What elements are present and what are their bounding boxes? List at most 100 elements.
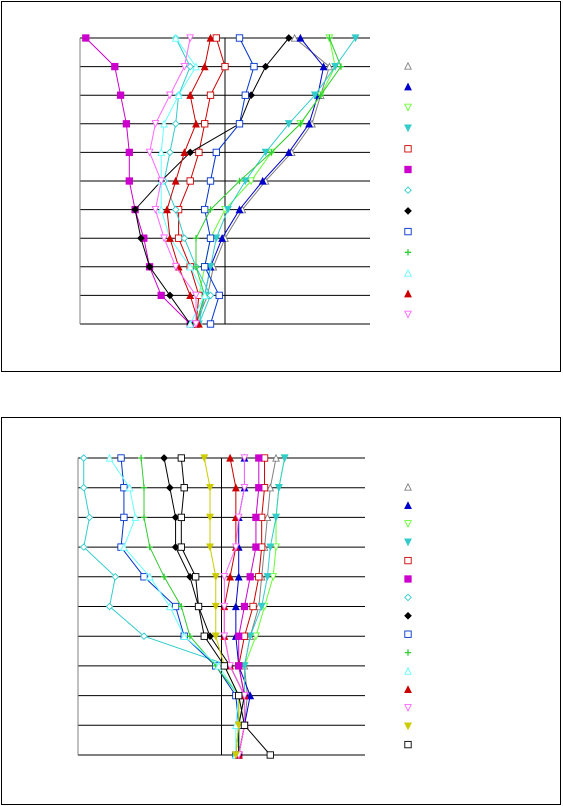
marker	[186, 90, 195, 99]
legend-marker	[404, 685, 412, 694]
marker	[220, 573, 229, 582]
marker	[180, 484, 188, 492]
marker	[231, 602, 240, 611]
legend-marker	[404, 207, 412, 215]
marker	[157, 205, 166, 214]
marker	[194, 602, 203, 611]
marker	[351, 34, 360, 43]
chart-frame	[1, 1, 561, 372]
marker	[235, 205, 244, 214]
marker	[272, 543, 280, 552]
marker	[192, 119, 200, 128]
legend-marker	[404, 124, 412, 133]
marker	[226, 662, 235, 671]
marker	[177, 543, 185, 551]
marker	[231, 543, 240, 552]
legend-marker	[404, 61, 412, 70]
marker	[240, 721, 249, 729]
marker	[165, 233, 174, 242]
marker	[192, 320, 200, 329]
marker	[284, 148, 293, 157]
legend-marker	[404, 649, 412, 656]
marker	[241, 177, 250, 186]
marker	[166, 291, 174, 300]
marker	[131, 513, 140, 522]
marker	[192, 62, 200, 71]
legend-marker	[404, 593, 412, 602]
marker	[140, 573, 148, 581]
marker	[186, 291, 195, 300]
marker	[297, 120, 304, 127]
marker	[206, 91, 215, 99]
marker	[157, 291, 165, 300]
marker	[261, 62, 270, 71]
marker	[192, 263, 200, 270]
marker	[246, 573, 254, 581]
marker	[200, 291, 209, 300]
marker	[211, 602, 220, 611]
marker	[252, 632, 260, 641]
marker	[261, 148, 270, 157]
marker	[171, 602, 180, 611]
marker	[269, 573, 278, 582]
marker	[186, 319, 195, 328]
legend-marker	[404, 556, 412, 565]
marker	[246, 691, 255, 700]
marker	[160, 454, 168, 462]
legend-marker	[404, 722, 412, 731]
marker	[186, 148, 195, 157]
marker	[268, 149, 275, 156]
marker	[171, 33, 180, 42]
marker	[290, 33, 299, 42]
marker	[140, 514, 148, 521]
marker	[240, 602, 249, 611]
marker	[180, 234, 189, 243]
marker	[235, 34, 244, 42]
marker	[266, 483, 275, 492]
marker	[337, 63, 345, 70]
marker	[192, 573, 200, 581]
marker	[235, 691, 243, 700]
marker	[105, 602, 114, 611]
marker	[235, 632, 243, 640]
marker	[326, 34, 333, 42]
marker	[177, 513, 185, 522]
marker	[200, 454, 209, 463]
legend-marker	[404, 103, 412, 112]
marker	[255, 573, 263, 581]
marker	[220, 662, 229, 670]
marker	[171, 119, 180, 128]
marker	[206, 513, 214, 522]
marker	[105, 453, 114, 462]
legend-marker	[404, 145, 412, 153]
marker	[317, 92, 324, 99]
legend-marker	[404, 289, 412, 298]
marker	[116, 91, 125, 99]
marker	[211, 632, 220, 641]
marker	[79, 543, 88, 551]
marker	[200, 632, 208, 640]
marker	[131, 205, 139, 214]
legend-marker	[404, 538, 412, 547]
marker	[201, 263, 209, 271]
marker	[211, 573, 220, 582]
legend-marker	[404, 249, 412, 256]
marker	[192, 291, 200, 300]
marker	[252, 543, 260, 551]
legend-marker	[404, 165, 412, 174]
marker	[331, 62, 340, 71]
marker	[125, 148, 133, 157]
marker	[214, 661, 223, 670]
marker	[82, 34, 90, 42]
marker	[201, 205, 209, 214]
marker	[119, 542, 128, 551]
marker	[234, 572, 243, 581]
marker	[305, 119, 314, 128]
marker	[215, 291, 223, 300]
marker	[192, 235, 200, 242]
marker	[240, 691, 249, 700]
marker	[212, 234, 221, 243]
marker	[200, 62, 209, 71]
marker	[218, 233, 227, 242]
